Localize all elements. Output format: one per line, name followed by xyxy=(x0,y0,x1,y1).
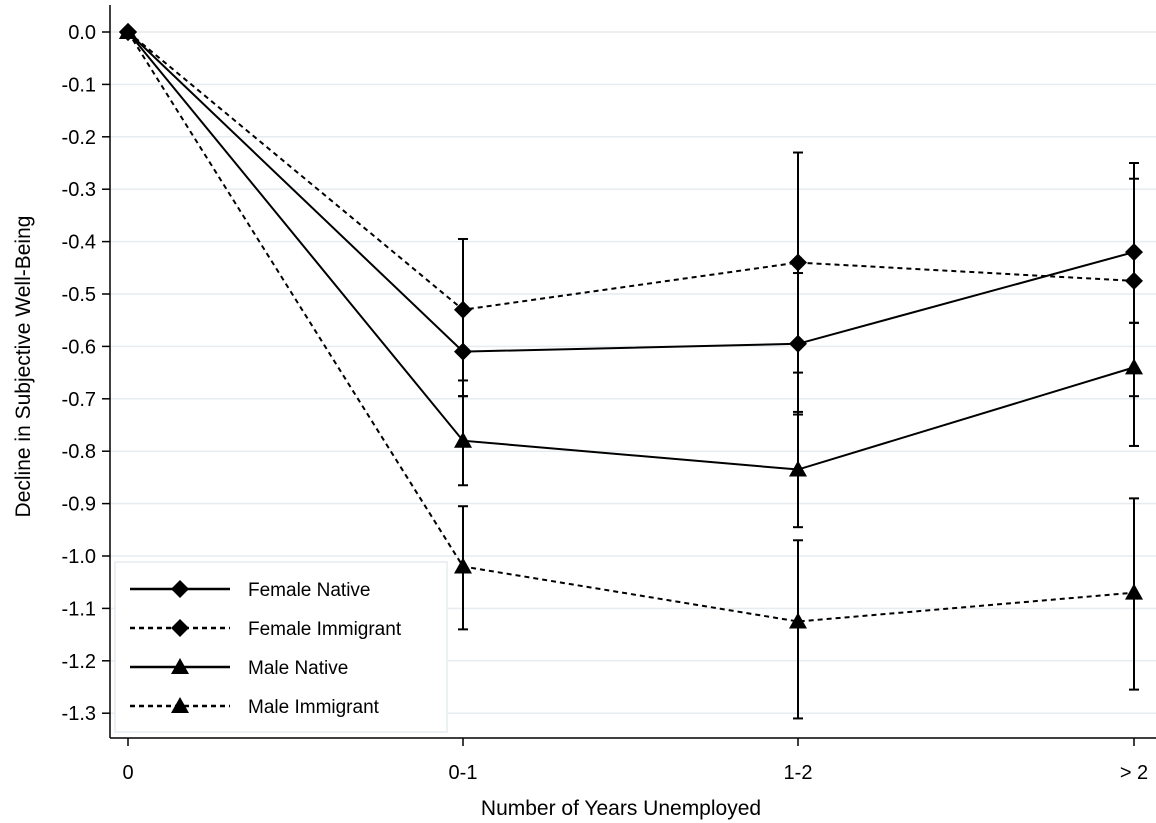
diamond-marker xyxy=(171,580,189,598)
series-line xyxy=(127,31,1135,623)
y-tick-label: -0.6 xyxy=(62,336,96,358)
diamond-marker xyxy=(1125,271,1143,290)
series-line xyxy=(127,31,1135,471)
legend-label: Male Native xyxy=(248,658,348,679)
y-tick-label: -0.4 xyxy=(62,232,96,254)
y-tick-label: -1.0 xyxy=(62,546,96,568)
x-axis-ticks: 0 0-1 1-2 > 2 xyxy=(122,738,1148,784)
triangle-marker xyxy=(171,697,189,713)
y-tick-label: -0.7 xyxy=(62,389,96,411)
y-tick-label: -0.2 xyxy=(62,127,96,149)
series-line xyxy=(127,31,1135,311)
y-tick-label: 0.0 xyxy=(68,22,96,44)
triangle-marker xyxy=(171,658,189,674)
y-tick-label: -1.2 xyxy=(62,651,96,673)
x-axis-title: Number of Years Unemployed xyxy=(481,797,761,820)
legend-label: Female Native xyxy=(248,580,371,601)
y-tick-label: -0.9 xyxy=(62,494,96,516)
diamond-marker xyxy=(171,619,189,637)
y-tick-label: -0.3 xyxy=(62,179,96,201)
x-tick-label: 0 xyxy=(122,762,133,784)
legend-label: Male Immigrant xyxy=(248,697,380,718)
x-tick-label: 0-1 xyxy=(449,762,478,784)
y-tick-label: -0.5 xyxy=(62,284,96,306)
diamond-marker xyxy=(789,253,807,272)
y-axis-title: Decline in Subjective Well-Being xyxy=(12,216,35,518)
y-tick-label: -1.1 xyxy=(62,598,96,620)
series-markers xyxy=(119,23,1143,629)
error-bars xyxy=(458,151,1139,720)
triangle-marker xyxy=(789,460,807,477)
legend-box xyxy=(114,561,448,733)
triangle-marker xyxy=(789,612,807,629)
x-tick-label: 1-2 xyxy=(784,762,813,784)
diamond-marker xyxy=(1125,243,1143,262)
y-tick-label: -1.3 xyxy=(62,703,96,725)
triangle-marker xyxy=(1125,583,1143,600)
triangle-marker xyxy=(454,431,472,448)
triangle-marker xyxy=(119,23,137,39)
triangle-marker xyxy=(454,557,472,574)
y-axis-ticks: 0.0 -0.1 -0.2 -0.3 -0.4 -0.5 -0.6 -0.7 -0.8 -0.9 -… xyxy=(62,22,110,725)
series-line xyxy=(127,31,1135,353)
diamond-marker xyxy=(454,342,472,361)
triangle-marker xyxy=(1125,358,1143,375)
y-tick-label: -0.1 xyxy=(62,74,96,96)
diamond-marker xyxy=(789,334,807,353)
legend: Female Native Female Immigrant Male Native… xyxy=(114,561,448,733)
y-tick-label: -0.8 xyxy=(62,441,96,463)
diamond-marker xyxy=(454,300,472,319)
series-lines xyxy=(127,31,1135,623)
legend-label: Female Immigrant xyxy=(248,619,402,640)
x-tick-label: > 2 xyxy=(1120,762,1148,784)
